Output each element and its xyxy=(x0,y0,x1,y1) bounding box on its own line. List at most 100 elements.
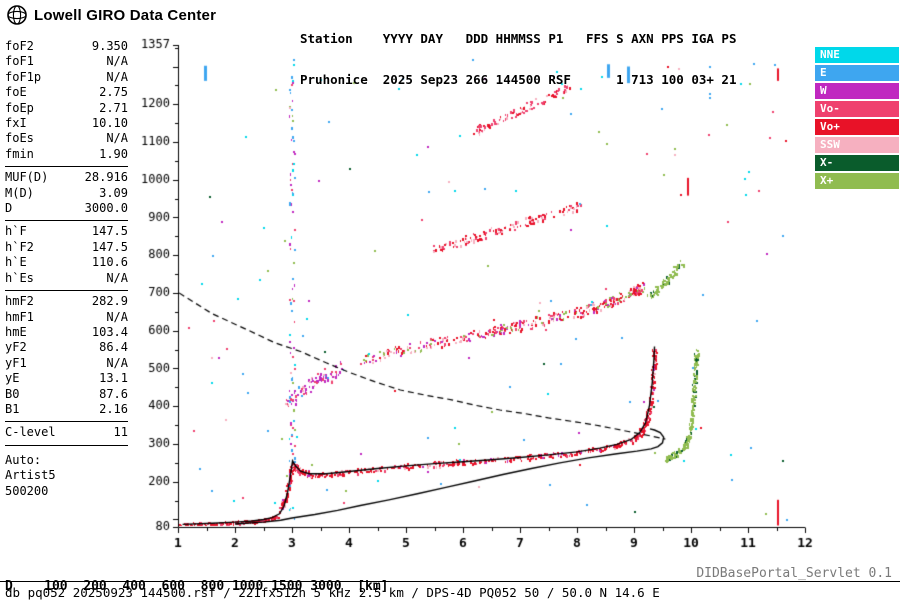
param-value: 147.5 xyxy=(91,224,128,239)
param-row: foEs N/A xyxy=(5,131,128,146)
param-label: B1 xyxy=(5,401,20,416)
param-label: MUF(D) xyxy=(5,170,49,185)
station-header-values: Pruhonice 2025 Sep23 266 144500 RSF 1 71… xyxy=(300,71,737,87)
parameter-panel: foF2 9.350 foF1 N/A foF1p N/A foE 2.75 foEp 2.71 f… xyxy=(5,39,128,499)
param-label: hmF1 xyxy=(5,309,34,324)
param-label: yF2 xyxy=(5,340,27,355)
param-row: hmF1 N/A xyxy=(5,310,128,325)
param-value: 3000.0 xyxy=(84,201,128,216)
group-divider xyxy=(5,166,128,168)
param-value: N/A xyxy=(106,54,128,69)
auto-section: Auto: Artist5 500200 xyxy=(5,453,128,499)
param-row: D 3000.0 xyxy=(5,201,128,216)
param-value: 86.4 xyxy=(99,340,128,355)
legend-item-Vo-: Vo- xyxy=(815,101,899,117)
param-value: 1.90 xyxy=(99,146,128,161)
param-label: fxI xyxy=(5,116,27,131)
dmuf-d-row: D 100 200 400 600 800 1000 1500 3000 [km… xyxy=(5,579,389,594)
param-value: 282.9 xyxy=(91,294,128,309)
legend-item-SSW: SSW xyxy=(815,137,899,153)
station-header-columns: Station YYYY DAY DDD HHMMSS P1 FFS S AXN… xyxy=(300,31,737,46)
param-row: B1 2.16 xyxy=(5,402,128,417)
param-value: N/A xyxy=(106,309,128,324)
param-row: yF1 N/A xyxy=(5,356,128,371)
param-label: M(D) xyxy=(5,185,34,200)
param-row: h`F 147.5 xyxy=(5,224,128,239)
param-label: hmE xyxy=(5,324,27,339)
param-value: 2.71 xyxy=(99,100,128,115)
param-row: hmE 103.4 xyxy=(5,325,128,340)
param-row: B0 87.6 xyxy=(5,387,128,402)
param-row: yF2 86.4 xyxy=(5,340,128,355)
param-row: foEp 2.71 xyxy=(5,101,128,116)
legend-item-NNE: NNE xyxy=(815,47,899,63)
param-value: 2.16 xyxy=(99,401,128,416)
status-line: db pq052 20250923 144500.rsf / 221fx512h… xyxy=(5,585,660,600)
param-value: N/A xyxy=(106,69,128,84)
param-row: C-level 11 xyxy=(5,425,128,440)
param-row: foE 2.75 xyxy=(5,85,128,100)
param-label: h`F2 xyxy=(5,239,34,254)
param-row: MUF(D) 28.916 xyxy=(5,170,128,185)
param-groups: foF2 9.350 foF1 N/A foF1p N/A foE 2.75 foEp 2.71 f… xyxy=(5,39,128,446)
param-value: 110.6 xyxy=(91,255,128,270)
param-label: foF1p xyxy=(5,69,42,84)
brand-header: Lowell GIRO Data Center xyxy=(6,4,216,26)
brand-title: Lowell GIRO Data Center xyxy=(34,6,217,24)
param-label: B0 xyxy=(5,386,20,401)
station-header: Station YYYY DAY DDD HHMMSS P1 FFS S AXN… xyxy=(300,5,737,113)
param-value: 10.10 xyxy=(91,116,128,131)
param-label: foEs xyxy=(5,131,34,146)
param-label: fmin xyxy=(5,146,34,161)
param-row: h`Es N/A xyxy=(5,271,128,286)
legend-item-X-: X- xyxy=(815,155,899,171)
param-row: foF2 9.350 xyxy=(5,39,128,54)
param-row: yE 13.1 xyxy=(5,371,128,386)
dmuf-table: D 100 200 400 600 800 1000 1500 3000 [km… xyxy=(5,551,396,600)
param-value: 103.4 xyxy=(91,324,128,339)
param-value: N/A xyxy=(106,270,128,285)
legend-item-Vo+: Vo+ xyxy=(815,119,899,135)
param-row: fmin 1.90 xyxy=(5,147,128,162)
group-divider xyxy=(5,421,128,423)
param-label: foE xyxy=(5,85,27,100)
legend-item-E: E xyxy=(815,65,899,81)
giro-globe-icon xyxy=(7,5,27,25)
param-row: h`E 110.6 xyxy=(5,255,128,270)
param-row: hmF2 282.9 xyxy=(5,294,128,309)
param-label: foF2 xyxy=(5,39,34,53)
footer-divider xyxy=(0,581,900,582)
param-row: fxI 10.10 xyxy=(5,116,128,131)
legend-item-X+: X+ xyxy=(815,173,899,189)
param-label: h`Es xyxy=(5,270,34,285)
echo-legend: NNE E W Vo- Vo+ SSW X- X+ xyxy=(815,47,899,191)
group-divider xyxy=(5,220,128,222)
param-label: foEp xyxy=(5,100,34,115)
auto-program: Artist5 xyxy=(5,468,56,483)
param-value: 147.5 xyxy=(91,239,128,254)
group-divider xyxy=(5,290,128,292)
param-value: N/A xyxy=(106,355,128,370)
param-label: yE xyxy=(5,371,20,386)
param-value: 28.916 xyxy=(84,170,128,185)
param-label: foF1 xyxy=(5,54,34,69)
param-value: 9.350 xyxy=(91,39,128,53)
param-row: foF1 N/A xyxy=(5,54,128,69)
auto-label: Auto: xyxy=(5,452,42,467)
param-label: h`F xyxy=(5,224,27,239)
group-divider xyxy=(5,444,128,446)
param-row: foF1p N/A xyxy=(5,70,128,85)
param-label: yF1 xyxy=(5,355,27,370)
param-value: 11 xyxy=(113,425,128,440)
param-label: D xyxy=(5,201,13,216)
param-value: 13.1 xyxy=(99,371,128,386)
param-value: N/A xyxy=(106,131,128,146)
param-value: 87.6 xyxy=(99,386,128,401)
param-value: 3.09 xyxy=(99,185,128,200)
param-label: h`E xyxy=(5,255,27,270)
param-label: hmF2 xyxy=(5,294,34,309)
param-row: h`F2 147.5 xyxy=(5,240,128,255)
servlet-version-label: DIDBasePortal_Servlet 0.1 xyxy=(696,566,892,581)
